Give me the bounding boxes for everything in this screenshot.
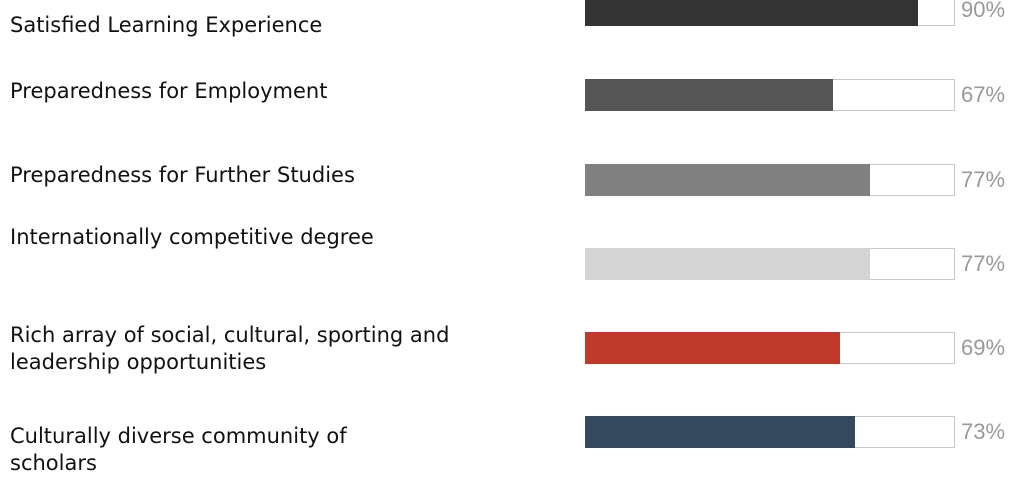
value-label: 67%: [961, 82, 1006, 107]
category-label: Culturally diverse community of scholars: [10, 424, 347, 475]
bar: [585, 79, 833, 111]
bar: [585, 248, 870, 280]
bar: [585, 164, 870, 196]
category-label: Internationally competitive degree: [10, 225, 374, 249]
bar: [585, 0, 918, 26]
bar: [585, 416, 856, 448]
value-label: 77%: [961, 167, 1006, 192]
category-label: Rich array of social, cultural, sporting…: [10, 323, 450, 374]
category-label: Preparedness for Further Studies: [10, 163, 355, 187]
value-label: 77%: [961, 251, 1006, 276]
value-label: 90%: [961, 0, 1006, 22]
bar: [585, 332, 841, 364]
value-label: 73%: [961, 419, 1006, 444]
value-label: 69%: [961, 335, 1006, 360]
category-label: Satisfied Learning Experience: [10, 13, 323, 37]
category-label: Preparedness for Employment: [10, 79, 328, 103]
